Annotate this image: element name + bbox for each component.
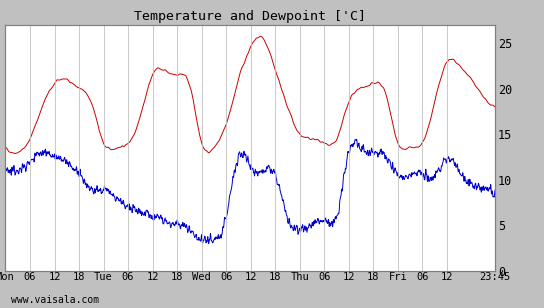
Text: www.vaisala.com: www.vaisala.com — [11, 295, 99, 305]
Title: Temperature and Dewpoint ['C]: Temperature and Dewpoint ['C] — [134, 10, 366, 23]
